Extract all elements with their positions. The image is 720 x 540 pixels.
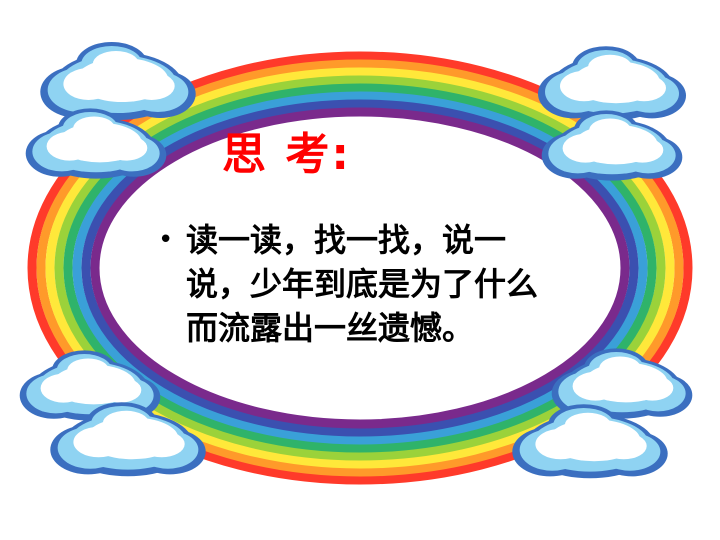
- bullet-item: • 读一读，找一找，说一说，少年到底是为了什么而流露出一丝遗憾。: [158, 218, 558, 350]
- bullet-text: 读一读，找一找，说一说，少年到底是为了什么而流露出一丝遗憾。: [186, 221, 539, 347]
- bullet-icon: •: [158, 225, 174, 255]
- rainbow-bands: [27, 51, 693, 485]
- slide-title: 思 考:: [222, 129, 351, 180]
- frame-inner-panel: [100, 117, 620, 419]
- slide-body: • 读一读，找一找，说一说，少年到底是为了什么而流露出一丝遗憾。: [158, 218, 558, 350]
- cloud-top-right: [538, 46, 686, 181]
